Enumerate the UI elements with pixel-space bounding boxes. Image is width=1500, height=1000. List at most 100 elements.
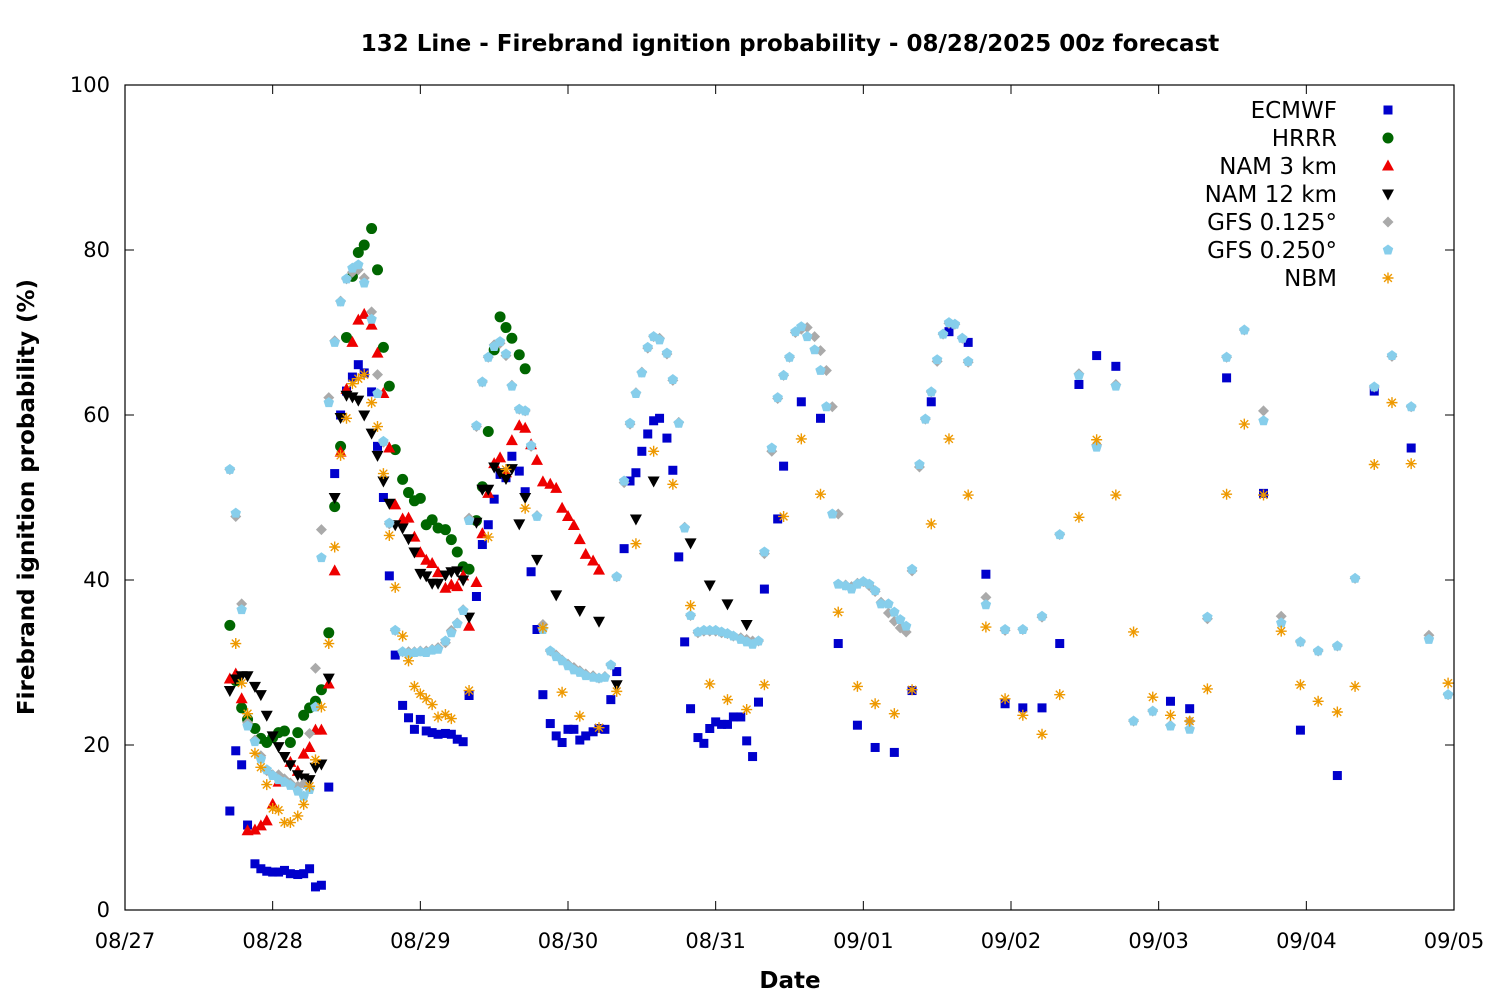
data-point bbox=[446, 627, 457, 638]
data-point bbox=[906, 684, 918, 696]
data-point bbox=[377, 341, 389, 353]
data-point bbox=[309, 762, 322, 774]
data-point bbox=[266, 731, 279, 743]
data-point bbox=[451, 566, 464, 578]
x-tick-label: 08/29 bbox=[390, 929, 451, 953]
y-tick-label: 40 bbox=[83, 568, 110, 592]
data-point bbox=[1110, 380, 1122, 391]
data-point bbox=[795, 433, 807, 445]
data-point bbox=[900, 620, 912, 631]
data-point bbox=[494, 311, 506, 323]
data-point bbox=[248, 681, 261, 693]
y-tick-label: 20 bbox=[83, 733, 110, 757]
data-point bbox=[458, 737, 468, 747]
data-point bbox=[250, 859, 260, 869]
data-point bbox=[396, 523, 409, 535]
data-point bbox=[1222, 373, 1232, 383]
data-point bbox=[439, 570, 452, 582]
data-point bbox=[668, 465, 678, 475]
data-point bbox=[463, 563, 475, 575]
data-point bbox=[236, 604, 247, 615]
data-point bbox=[335, 449, 347, 461]
data-point bbox=[580, 670, 591, 681]
data-point bbox=[346, 378, 358, 390]
data-point bbox=[821, 401, 832, 412]
data-point bbox=[299, 869, 309, 879]
data-point bbox=[1238, 418, 1250, 430]
data-point bbox=[599, 671, 611, 682]
data-point bbox=[1091, 441, 1102, 452]
data-point bbox=[316, 880, 326, 890]
data-point bbox=[962, 355, 974, 366]
data-point bbox=[471, 420, 482, 431]
data-point bbox=[556, 686, 568, 698]
series-ecmwf bbox=[225, 327, 1416, 892]
data-point bbox=[816, 413, 826, 423]
data-point bbox=[322, 673, 335, 685]
data-point bbox=[1037, 703, 1047, 713]
data-point bbox=[402, 511, 415, 523]
data-point bbox=[421, 726, 431, 736]
data-point bbox=[366, 313, 377, 324]
data-point bbox=[944, 327, 954, 337]
legend-label: GFS 0.125° bbox=[1207, 210, 1337, 236]
data-point bbox=[766, 442, 778, 453]
data-point bbox=[224, 619, 236, 631]
data-point bbox=[254, 819, 267, 831]
data-point bbox=[506, 332, 518, 344]
data-point bbox=[513, 519, 526, 531]
data-point bbox=[648, 445, 660, 457]
data-point bbox=[630, 538, 642, 550]
data-point bbox=[284, 760, 297, 772]
data-point bbox=[693, 733, 703, 743]
data-point bbox=[341, 412, 352, 424]
data-point bbox=[1184, 723, 1195, 734]
data-point bbox=[500, 463, 512, 475]
series-nbm bbox=[230, 369, 1454, 829]
data-point bbox=[647, 476, 660, 488]
data-point bbox=[272, 742, 285, 754]
data-point bbox=[427, 728, 437, 738]
data-point bbox=[833, 639, 843, 649]
data-point bbox=[581, 731, 591, 741]
data-point bbox=[1201, 683, 1213, 695]
data-point bbox=[274, 867, 284, 877]
data-point bbox=[352, 395, 365, 407]
legend-label: HRRR bbox=[1272, 126, 1337, 152]
data-point bbox=[284, 817, 296, 829]
data-point bbox=[1036, 728, 1048, 740]
data-point bbox=[544, 477, 557, 489]
data-point bbox=[414, 688, 426, 700]
data-point bbox=[563, 724, 573, 734]
data-point bbox=[383, 498, 396, 510]
data-point bbox=[1147, 705, 1158, 716]
data-point bbox=[358, 307, 371, 319]
data-point bbox=[366, 306, 378, 318]
data-point bbox=[324, 782, 334, 792]
data-point bbox=[926, 397, 936, 407]
data-point bbox=[285, 779, 296, 790]
data-point bbox=[1349, 680, 1361, 692]
data-point bbox=[1055, 639, 1065, 649]
x-tick-label: 08/28 bbox=[242, 929, 303, 953]
data-point bbox=[513, 349, 525, 361]
data-point bbox=[323, 397, 335, 408]
data-point bbox=[801, 331, 813, 342]
data-point bbox=[519, 405, 531, 416]
data-point bbox=[711, 717, 721, 727]
data-point bbox=[278, 817, 290, 829]
data-point bbox=[372, 264, 384, 276]
data-point bbox=[937, 328, 949, 339]
data-point bbox=[888, 708, 900, 720]
data-point bbox=[920, 413, 931, 424]
data-point bbox=[1442, 689, 1454, 700]
data-point bbox=[261, 779, 273, 791]
data-point bbox=[384, 517, 395, 528]
data-point bbox=[684, 538, 697, 550]
data-point bbox=[372, 369, 384, 381]
data-point bbox=[748, 752, 758, 762]
data-point bbox=[358, 410, 371, 422]
data-point bbox=[852, 720, 862, 730]
data-point bbox=[1258, 415, 1269, 426]
legend-marker bbox=[1382, 216, 1394, 228]
